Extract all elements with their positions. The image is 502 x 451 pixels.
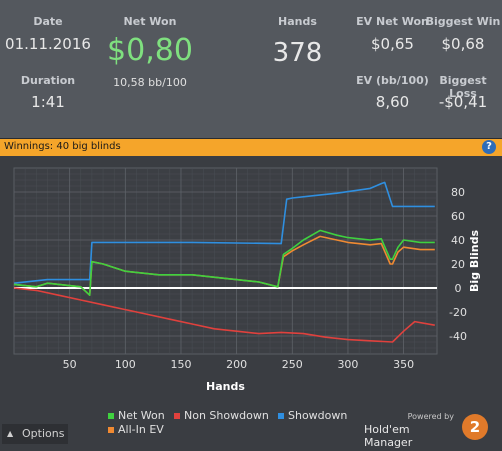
powered-by-text: Powered by	[407, 412, 454, 421]
duration-value: 1:41	[31, 93, 65, 111]
netwon-bb-per-100: 10,58 bb/100	[113, 76, 187, 89]
legend-swatch-icon	[108, 413, 114, 419]
legend-swatch-icon	[174, 413, 180, 419]
x-tick-label: 100	[115, 358, 136, 371]
duration-label: Duration	[20, 74, 76, 87]
legend-allin-ev-label: All-In EV	[118, 423, 164, 436]
legend-swatch-icon	[108, 427, 114, 433]
hm2-logo-icon: 2	[462, 414, 488, 440]
ev-bb-value: 8,60	[375, 93, 410, 111]
hands-label: Hands	[278, 15, 317, 28]
options-button[interactable]: ▲ Options	[2, 424, 68, 444]
x-tick-label: 300	[337, 358, 358, 371]
legend-net-won: Net Won	[108, 409, 165, 422]
y-tick-label: 20	[451, 258, 465, 271]
chevron-up-icon: ▲	[7, 429, 14, 438]
ev-netwon-value: $0,65	[371, 35, 414, 53]
x-tick-label: 50	[63, 358, 77, 371]
brand-logo: Powered by Hold'em Manager 2	[364, 412, 494, 449]
chart-area: 50 100 150 200 250 300 350 -40 -20 0 20 40 60 80 Hands…	[0, 156, 502, 447]
options-label: Options	[22, 427, 65, 440]
series-line-showdown	[13, 181, 435, 284]
x-tick-label: 200	[226, 358, 247, 371]
x-axis-title: Hands	[206, 380, 245, 393]
y-axis-title: Big Blinds	[468, 230, 481, 292]
biggest-win-label: Biggest Win	[425, 15, 501, 28]
brand-name: Hold'em Manager	[364, 423, 413, 449]
x-tick-label: 350	[393, 358, 414, 371]
x-tick-label: 250	[282, 358, 303, 371]
legend-non-showdown: Non Showdown	[174, 409, 269, 422]
legend-allin-ev: All-In EV	[108, 423, 164, 436]
biggest-loss-label: Biggest Loss	[439, 74, 487, 100]
date-label: Date	[33, 15, 63, 28]
series-line-non-showdown	[13, 287, 435, 343]
y-tick-label: 40	[451, 234, 465, 247]
netwon-label: Net Won	[123, 15, 177, 28]
winnings-text: Winnings: 40 big blinds	[4, 141, 121, 152]
hands-value: 378	[272, 38, 323, 68]
x-tick-label: 150	[170, 358, 191, 371]
biggest-loss-value: -$0,41	[438, 93, 488, 111]
y-tick-label: -20	[449, 306, 467, 319]
legend-showdown: Showdown	[278, 409, 347, 422]
legend-swatch-icon	[278, 413, 284, 419]
legend-showdown-label: Showdown	[288, 409, 348, 422]
y-tick-label: -40	[449, 330, 467, 343]
series-line-net-won	[13, 229, 435, 296]
session-summary-panel: Date 01.11.2016 Duration 1:41 Net Won $0…	[0, 0, 502, 139]
ev-bb-label: EV (bb/100)	[356, 74, 429, 87]
legend-non-showdown-label: Non Showdown	[184, 409, 269, 422]
date-value: 01.11.2016	[5, 35, 91, 53]
legend-net-won-label: Net Won	[118, 409, 165, 422]
biggest-win-value: $0,68	[441, 35, 485, 53]
y-tick-label: 60	[451, 210, 465, 223]
y-tick-label: 80	[451, 186, 465, 199]
ev-netwon-label: EV Net Won	[356, 15, 429, 28]
winnings-chart: 50 100 150 200 250 300 350 -40 -20 0 20 40 60 80 Hands…	[13, 167, 481, 393]
winnings-bar: Winnings: 40 big blinds ?	[0, 139, 502, 156]
y-tick-label: 0	[455, 282, 462, 295]
netwon-value: $0,80	[107, 33, 193, 68]
help-icon[interactable]: ?	[482, 140, 496, 154]
